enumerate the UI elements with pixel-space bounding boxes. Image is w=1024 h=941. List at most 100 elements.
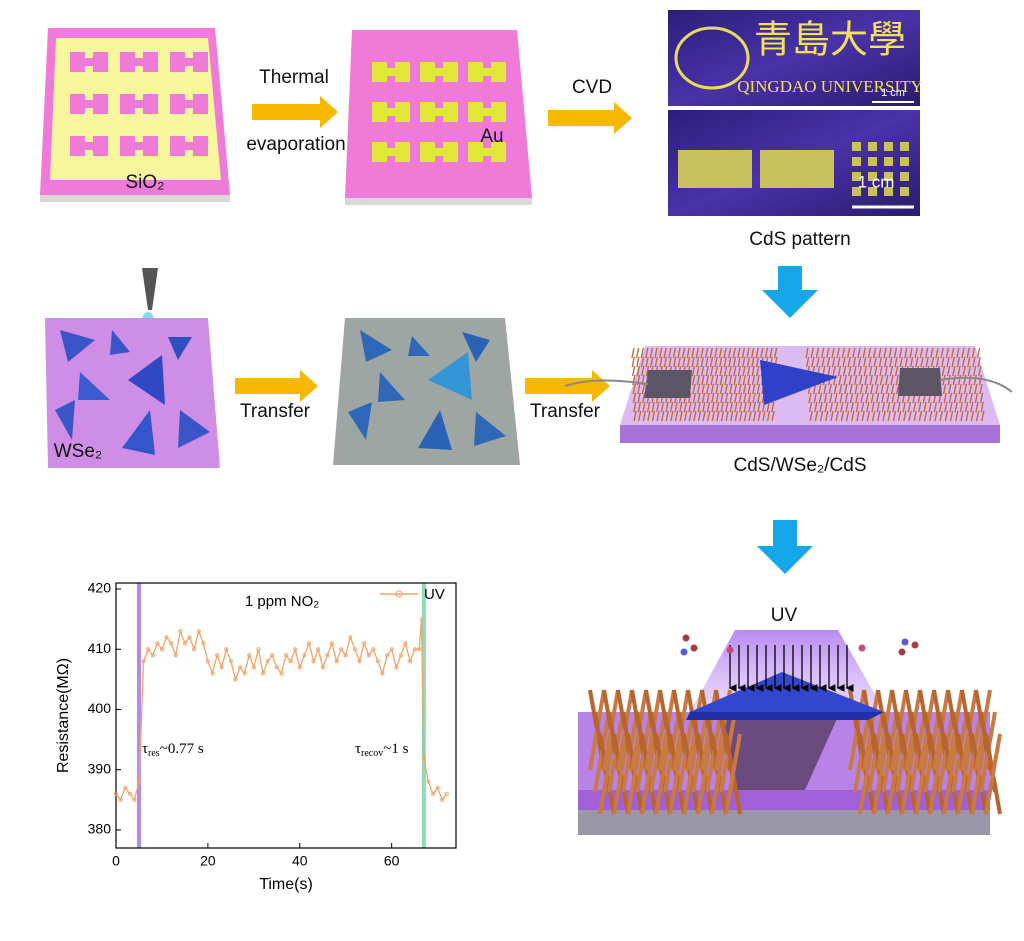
nanowire [823,383,827,395]
data-line [115,619,448,802]
uv-marker [421,583,426,848]
pad [372,62,387,82]
nanowire [840,410,845,422]
data-point [127,791,132,796]
nanowire [826,347,830,359]
nanowire [978,374,983,386]
nanowire [885,374,889,386]
data-point [270,653,275,658]
data-point [316,647,321,652]
nanowire [946,365,951,377]
nanowire [710,733,728,815]
nanowire [923,410,928,422]
pad [868,172,877,181]
data-point [357,659,362,664]
pad-link [134,100,144,108]
pad [70,136,85,156]
x-axis-label: Time(s) [259,876,313,893]
nanowire [832,365,836,377]
nanowire [638,410,642,422]
logo-ring [674,26,750,90]
nanowire [729,392,733,404]
nanowire [896,383,900,395]
nanowire [893,347,898,359]
data-point [118,797,123,802]
nanowire [637,392,641,404]
data-point [169,641,174,646]
data-point [302,653,307,658]
nanowire [646,401,651,413]
nanowire [752,392,756,404]
nanowire [897,410,902,422]
nanowire [688,410,692,422]
nanowire [941,356,945,368]
nanowire [876,401,880,413]
pad [760,150,798,188]
nanowire [679,401,683,413]
nanowire [753,410,757,422]
substrate-edge [40,195,230,202]
nanowire [812,383,817,395]
data-point [362,641,367,646]
nanowire [958,383,962,395]
nanowire [752,383,756,395]
nanowire [730,410,734,422]
nanowire [632,392,637,404]
nanowire [728,374,733,386]
nanowire [975,401,979,413]
pad [420,142,435,162]
pad [678,150,716,188]
nanowire [746,347,750,359]
nanowire [734,410,738,422]
annotation: 1 ppm NO₂ [245,593,319,610]
nanowire [755,356,760,368]
substrate-label: SiO₂ [125,172,164,193]
nanowire [697,401,701,413]
nanowire [692,392,696,404]
nanowire [902,401,906,413]
nanowire [691,356,695,368]
pad-link [184,100,194,108]
nanowire [738,392,742,404]
nanowire [723,347,727,359]
sio2-substrate [40,28,230,202]
pad-link [134,58,144,66]
flake [178,410,210,448]
nanowire [769,347,773,359]
data-point [311,659,316,664]
nanowire [900,733,918,815]
nanowire [890,374,894,386]
au-substrate [345,30,532,205]
data-point [136,779,141,784]
data-point [444,791,449,796]
nanowire [868,365,873,377]
pad-link [482,148,492,156]
data-point [178,629,183,634]
nanowire [970,410,975,422]
nanowire [640,356,645,368]
nanowire [697,410,702,422]
nanowire [960,410,964,422]
nanowire [851,410,855,422]
nanowire [930,356,935,368]
nanowire [732,347,736,359]
pad [193,136,208,156]
nanowire [942,733,960,815]
nanowire [668,347,672,359]
arrow-label: evaporation [246,134,345,155]
arrow [252,96,338,128]
nanowire [742,374,746,386]
data-point [205,659,210,664]
nanowire [956,356,961,368]
nanowire [834,401,839,413]
nanowire [715,374,719,386]
tau-part: recov [361,748,383,759]
nanowire [970,401,974,413]
x-tick-label: 40 [292,853,308,869]
data-point [219,665,224,670]
pad [443,62,458,82]
chart: UV 380 390 400 410 420 0 20 40 60 Time(s) Resistanc… [55,580,457,893]
nanowire [750,347,755,359]
flake [110,330,130,355]
nanowire [808,401,813,413]
